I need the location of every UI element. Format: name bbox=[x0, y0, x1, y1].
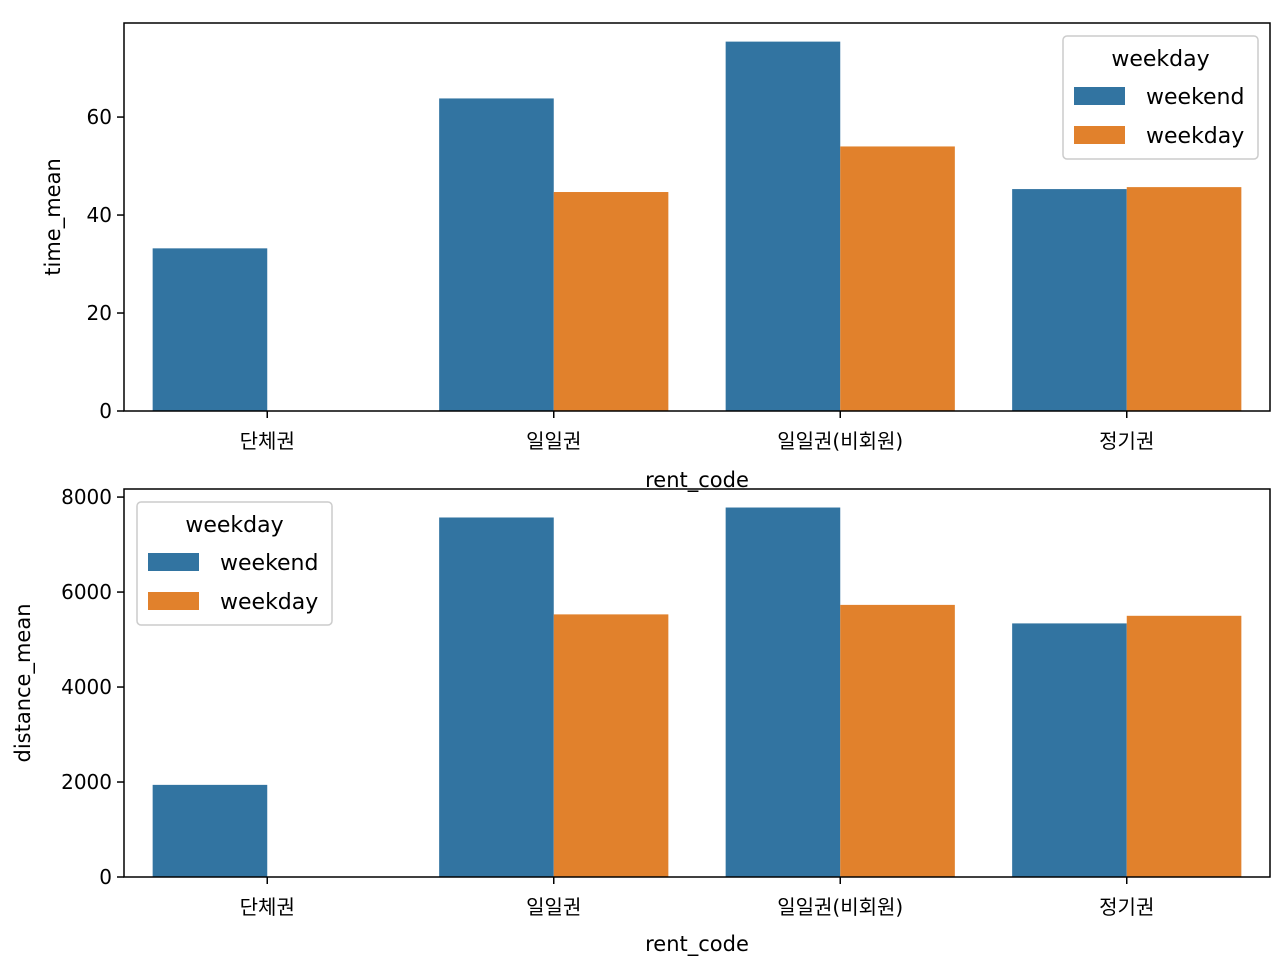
legend-swatch-weekend bbox=[148, 553, 199, 571]
legend: weekday weekend weekday bbox=[136, 501, 333, 626]
legend-title: weekday bbox=[185, 513, 283, 538]
y-axis-title: time_mean bbox=[41, 158, 66, 276]
x-tick-label: 단체권 bbox=[240, 429, 295, 453]
y-tick-label: 0 bbox=[99, 399, 112, 423]
bar-weekday-2 bbox=[840, 604, 955, 877]
bar-weekday-1 bbox=[553, 614, 669, 877]
bar-weekend-0 bbox=[152, 248, 268, 411]
axes-frame bbox=[123, 488, 1271, 878]
legend-label-weekend: weekend bbox=[1146, 85, 1244, 110]
legend-label-weekday: weekday bbox=[1146, 124, 1244, 149]
legend-swatch-weekday bbox=[148, 592, 199, 610]
bar-weekend-0 bbox=[152, 784, 268, 877]
bar-weekend-2 bbox=[725, 507, 841, 877]
x-tick-label: 일일권(비회원) bbox=[777, 429, 903, 453]
y-tick-label: 60 bbox=[87, 105, 112, 129]
y-tick-label: 40 bbox=[87, 203, 112, 227]
legend: weekday weekend weekday bbox=[1062, 35, 1259, 160]
x-axis-title: rent_code bbox=[645, 932, 749, 957]
legend-label-weekend: weekend bbox=[220, 551, 318, 576]
x-tick-label: 정기권 bbox=[1099, 429, 1154, 453]
legend-swatch-weekend bbox=[1074, 87, 1125, 105]
bar-weekend-1 bbox=[439, 98, 554, 411]
distance-mean-chart: 0 2000 4000 6000 8000 단체권 일일권 일일권(비회원) 정기권 rent_c… bbox=[11, 485, 1271, 957]
bar-weekday-1 bbox=[553, 192, 669, 411]
legend-title: weekday bbox=[1111, 47, 1209, 72]
x-tick-label: 단체권 bbox=[240, 895, 295, 919]
y-tick-label: 20 bbox=[87, 301, 112, 325]
bar-weekday-3 bbox=[1126, 615, 1242, 877]
bar-weekend-2 bbox=[725, 41, 841, 412]
x-tick-label: 일일권 bbox=[526, 895, 581, 919]
bar-weekend-1 bbox=[439, 517, 554, 877]
y-tick-label: 2000 bbox=[61, 770, 112, 794]
bar-weekend-3 bbox=[1012, 189, 1127, 411]
bar-weekday-3 bbox=[1126, 187, 1242, 411]
y-tick-label: 8000 bbox=[61, 485, 112, 509]
y-axis-title: distance_mean bbox=[11, 603, 36, 762]
bar-weekday-2 bbox=[840, 146, 955, 411]
y-tick-label: 4000 bbox=[61, 675, 112, 699]
bar-weekend-3 bbox=[1012, 623, 1127, 877]
y-tick-label: 6000 bbox=[61, 580, 112, 604]
x-tick-label: 일일권 bbox=[526, 429, 581, 453]
axes-frame bbox=[123, 22, 1271, 412]
legend-swatch-weekday bbox=[1074, 126, 1125, 144]
x-tick-label: 일일권(비회원) bbox=[777, 895, 903, 919]
legend-label-weekday: weekday bbox=[220, 590, 318, 615]
x-tick-label: 정기권 bbox=[1099, 895, 1154, 919]
y-tick-label: 0 bbox=[99, 865, 112, 889]
